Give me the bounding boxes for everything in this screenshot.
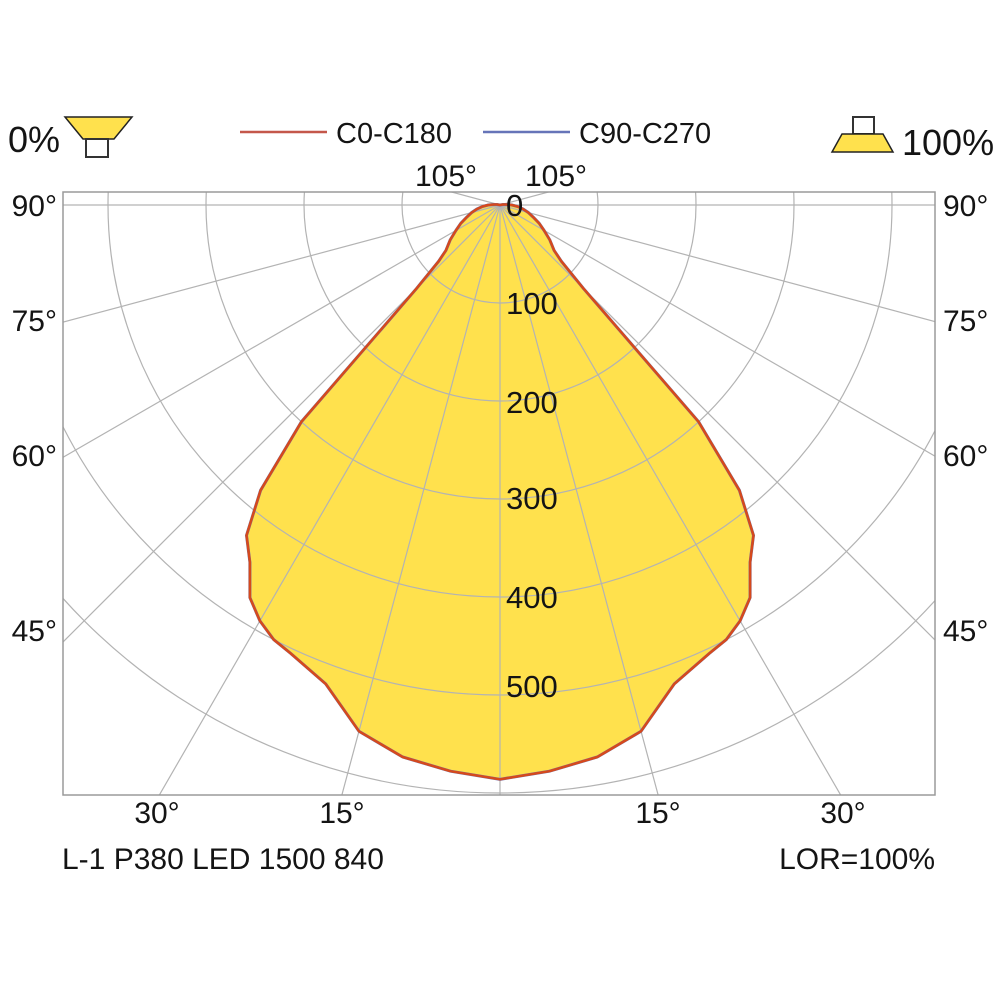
- left-angle-label-60: 60°: [12, 440, 57, 473]
- legend-label-c90-c270: C90-C270: [579, 118, 711, 150]
- radial-tick-500: 500: [506, 669, 558, 704]
- left-angle-label-45: 45°: [12, 615, 57, 648]
- radial-tick-300: 300: [506, 481, 558, 516]
- top-angle-label-right: 105°: [525, 160, 587, 193]
- right-angle-label-60: 60°: [943, 440, 988, 473]
- bottom-angle-label-right-30: 30°: [820, 797, 865, 830]
- downward-light-percent: 100%: [902, 122, 994, 163]
- radial-tick-400: 400: [506, 580, 558, 615]
- luminaire-name: L-1 P380 LED 1500 840: [62, 843, 384, 876]
- right-angle-label-90: 90°: [943, 190, 988, 223]
- bottom-angle-label-right-15: 15°: [635, 797, 680, 830]
- radial-tick-100: 100: [506, 286, 558, 321]
- left-angle-label-90: 90°: [12, 190, 57, 223]
- radial-tick-0: 0: [506, 188, 523, 223]
- upward-light-percent: 0%: [8, 119, 60, 160]
- downward-light-icon: [830, 116, 895, 153]
- lor-value: LOR=100%: [779, 843, 935, 876]
- radial-tick-200: 200: [506, 385, 558, 420]
- left-angle-label-75: 75°: [12, 305, 57, 338]
- bottom-angle-label-left-30: 30°: [134, 797, 179, 830]
- polar-plot-area: [62, 191, 936, 796]
- top-angle-label-left: 105°: [415, 160, 477, 193]
- upward-light-icon: [63, 116, 134, 158]
- legend-label-c0-c180: C0-C180: [336, 118, 452, 150]
- bottom-angle-label-left-15: 15°: [319, 797, 364, 830]
- right-angle-label-45: 45°: [943, 615, 988, 648]
- right-angle-label-75: 75°: [943, 305, 988, 338]
